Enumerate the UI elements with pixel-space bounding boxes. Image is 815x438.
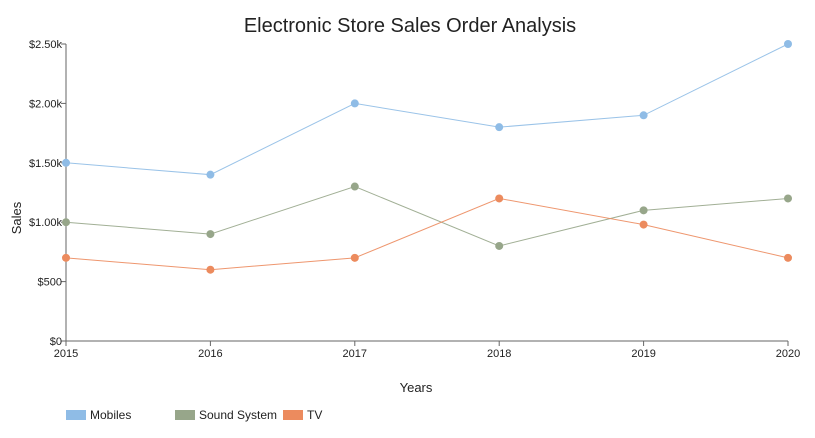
data-point-mobiles[interactable] [639,111,648,120]
y-axis: $0 $500 $1.00k $1.50k $2.00k $2.50k [29,39,67,348]
x-axis: 2015 2016 2017 2018 2019 2020 [54,340,800,360]
series-line-sound-system [65,186,789,247]
data-point-sound-system[interactable] [62,218,70,227]
series-mobiles [62,40,792,179]
x-tick-label: 2019 [631,348,655,360]
data-point-mobiles[interactable] [495,123,504,132]
x-axis-title: Years [400,380,433,395]
x-tick-label: 2020 [776,348,800,360]
series-tv [62,194,792,274]
data-point-tv[interactable] [495,194,504,203]
series-sound-system [62,182,792,250]
data-point-sound-system[interactable] [206,230,215,239]
data-point-mobiles[interactable] [62,158,70,167]
y-tick-label: $0 [50,336,62,348]
data-point-tv[interactable] [206,265,215,274]
y-axis-title: Sales [9,201,24,234]
y-tick-label: $500 [38,277,62,289]
data-point-mobiles[interactable] [784,40,792,48]
legend-swatch [283,410,303,420]
data-point-sound-system[interactable] [350,182,359,191]
data-point-tv[interactable] [784,253,792,262]
y-tick-label: $2.50k [29,39,63,51]
data-point-tv[interactable] [62,253,70,262]
legend-label: TV [307,408,322,422]
data-point-mobiles[interactable] [350,99,359,108]
data-point-tv[interactable] [639,220,648,229]
data-point-mobiles[interactable] [206,170,215,179]
y-tick-label: $1.50k [29,158,63,170]
data-point-sound-system[interactable] [495,241,504,250]
legend-swatch [66,410,86,420]
series-layer [62,40,792,274]
legend-item-mobiles[interactable]: Mobiles [66,408,131,422]
data-point-sound-system[interactable] [639,206,648,215]
chart-title: Electronic Store Sales Order Analysis [244,15,576,37]
data-point-tv[interactable] [350,253,359,262]
series-line-tv [65,197,789,271]
y-tick-label: $1.00k [29,217,63,229]
legend-item-tv[interactable]: TV [283,408,322,422]
series-line-mobiles [65,43,789,176]
legend-label: Sound System [199,408,277,422]
x-tick-label: 2018 [487,348,511,360]
data-point-sound-system[interactable] [784,194,792,203]
x-tick-label: 2015 [54,348,78,360]
legend-item-sound-system[interactable]: Sound System [175,408,277,422]
x-tick-label: 2017 [343,348,367,360]
legend-swatch [175,410,195,420]
y-tick-label: $2.00k [29,98,63,110]
x-tick-label: 2016 [198,348,222,360]
legend[interactable]: Mobiles Sound System TV [66,408,322,422]
legend-label: Mobiles [90,408,131,422]
